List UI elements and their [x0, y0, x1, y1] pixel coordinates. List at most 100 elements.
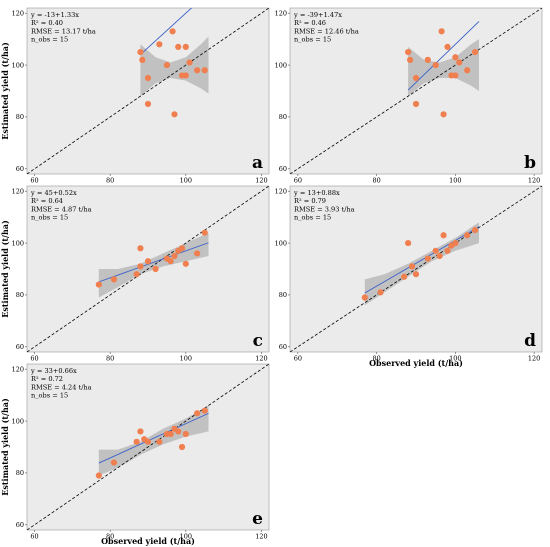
data-point-15: [201, 407, 208, 414]
data-point-8: [432, 247, 439, 254]
data-point-6: [412, 271, 420, 278]
data-point-10: [171, 252, 178, 260]
x-tick-label: 120: [255, 177, 267, 185]
x-tick-label: 80: [372, 177, 380, 185]
data-point-8: [440, 111, 447, 118]
stat-line-1: y = -39+1.47x: [293, 11, 342, 19]
x-tick-label: 120: [528, 177, 540, 185]
y-tick-label: 80: [279, 291, 287, 299]
x-tick-label: 80: [106, 533, 114, 541]
data-point-9: [444, 43, 451, 51]
stat-line-2: R² = 0.40: [31, 19, 63, 27]
stat-line-1: y = -13+1.33x: [30, 11, 79, 19]
data-point-1: [95, 472, 102, 479]
data-point-12: [452, 54, 459, 61]
x-tick-label: 100: [449, 177, 461, 185]
panel-letter: a: [252, 153, 263, 173]
panel-letter: b: [524, 153, 536, 173]
data-point-12: [178, 245, 186, 252]
data-point-15: [186, 59, 193, 66]
data-point-7: [156, 438, 163, 445]
data-point-11: [182, 72, 189, 79]
stat-line-3: RMSE = 13.17 t/ha: [31, 27, 96, 35]
data-point-4: [137, 263, 144, 270]
stat-line-4: n_obs = 15: [31, 392, 68, 400]
reference-line-1to1: [27, 364, 269, 530]
data-point-6: [432, 61, 439, 69]
confidence-band: [140, 36, 209, 97]
x-axis-label: Observed yield (t/ha): [369, 358, 463, 368]
x-tick-label: 120: [255, 533, 267, 541]
data-point-9: [436, 252, 443, 260]
fit-line: [98, 242, 209, 283]
fit-line: [140, 8, 193, 55]
data-point-2: [377, 289, 384, 296]
y-tick-label: 100: [12, 239, 24, 247]
data-point-14: [201, 67, 208, 74]
data-point-1: [405, 48, 412, 56]
data-point-11: [175, 428, 182, 435]
reference-line-1to1: [27, 8, 269, 174]
data-point-14: [194, 410, 201, 417]
data-point-15: [201, 229, 208, 236]
data-point-4: [144, 74, 152, 82]
x-tick-label: 60: [294, 355, 302, 363]
stat-line-4: n_obs = 15: [294, 214, 331, 222]
x-axis-label: Observed yield (t/ha): [101, 536, 195, 546]
stat-line-4: n_obs = 15: [31, 214, 68, 222]
data-point-15: [471, 226, 479, 234]
data-point-5: [156, 41, 163, 48]
data-point-7: [424, 255, 431, 262]
y-tick-label: 100: [275, 239, 287, 247]
stat-line-2: R² = 0.46: [294, 19, 326, 27]
stat-line-1: y = 13+0.88x: [293, 189, 340, 197]
y-tick-label: 120: [12, 9, 24, 17]
data-point-9: [167, 430, 174, 438]
data-point-9: [167, 258, 174, 265]
y-tick-label: 100: [12, 61, 24, 69]
stat-line-3: RMSE = 4.87 t/ha: [31, 205, 92, 213]
y-tick-label: 60: [279, 343, 287, 351]
stat-line-4: n_obs = 15: [294, 36, 331, 44]
reference-line-1to1: [290, 186, 542, 352]
x-tick-label: 60: [294, 177, 302, 185]
data-point-2: [406, 56, 414, 63]
data-point-11: [452, 72, 459, 79]
x-tick-label: 100: [180, 355, 192, 363]
y-tick-label: 60: [16, 165, 24, 173]
data-point-13: [194, 67, 201, 74]
panel-letter: d: [524, 331, 536, 351]
data-point-14: [471, 48, 479, 56]
y-tick-label: 60: [16, 343, 24, 351]
data-point-6: [144, 258, 152, 265]
data-point-15: [456, 59, 463, 66]
data-point-2: [139, 56, 146, 63]
x-tick-label: 60: [30, 355, 38, 363]
x-tick-label: 60: [30, 177, 38, 185]
y-tick-label: 120: [275, 187, 287, 195]
data-point-7: [438, 28, 445, 35]
data-point-3: [133, 271, 140, 278]
fit-line: [407, 21, 480, 91]
y-tick-label: 120: [12, 365, 24, 373]
data-point-4: [405, 239, 412, 247]
y-tick-label: 80: [279, 113, 287, 121]
data-point-9: [175, 43, 182, 51]
confidence-band: [98, 405, 209, 476]
data-point-4: [137, 428, 144, 435]
data-point-3: [401, 273, 408, 280]
y-tick-label: 60: [16, 521, 24, 529]
fit-line: [364, 226, 480, 294]
x-tick-label: 100: [180, 533, 192, 541]
panel-letter: c: [253, 331, 263, 351]
stat-line-2: R² = 0.64: [31, 197, 63, 205]
data-point-11: [444, 247, 451, 254]
x-tick-label: 80: [106, 177, 114, 185]
data-point-3: [133, 438, 140, 445]
data-point-10: [440, 232, 447, 239]
stat-line-2: R² = 0.72: [31, 375, 63, 383]
